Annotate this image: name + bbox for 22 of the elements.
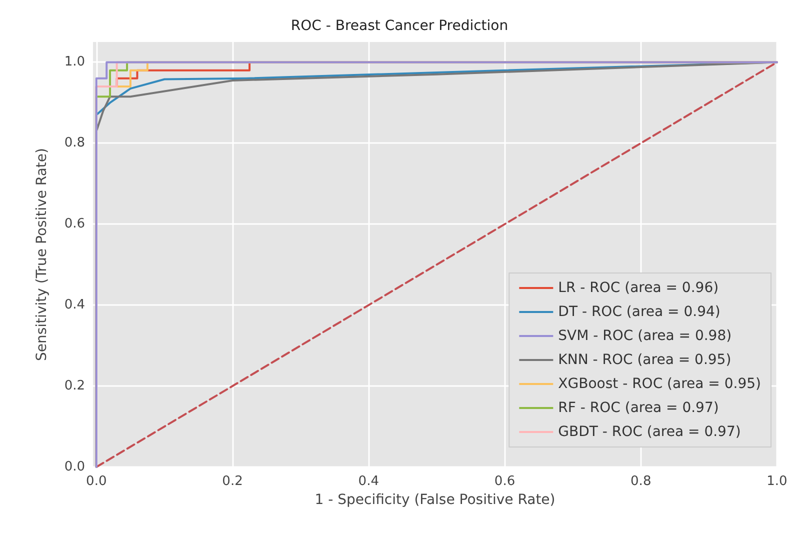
- y-tick-label: 0.6: [64, 216, 85, 232]
- legend-label: XGBoost - ROC (area = 0.95): [558, 376, 762, 392]
- legend-label: DT - ROC (area = 0.94): [558, 304, 720, 320]
- x-tick-label: 0.2: [222, 474, 243, 489]
- x-tick-label: 0.8: [630, 474, 652, 489]
- x-tick-label: 1.0: [766, 474, 788, 489]
- legend-label: KNN - ROC (area = 0.95): [558, 352, 732, 368]
- x-tick-label: 0.6: [494, 474, 516, 489]
- chart-title: ROC - Breast Cancer Prediction: [290, 18, 508, 34]
- legend-label: LR - ROC (area = 0.96): [558, 280, 719, 296]
- legend-label: GBDT - ROC (area = 0.97): [558, 424, 741, 440]
- x-tick-label: 0.0: [86, 474, 107, 489]
- y-tick-label: 0.0: [64, 460, 85, 474]
- y-tick-label: 1.0: [64, 54, 85, 70]
- x-tick-label: 0.4: [358, 474, 379, 489]
- y-tick-label: 0.2: [64, 378, 85, 394]
- y-axis-title: Sensitivity (True Positive Rate): [34, 148, 50, 361]
- legend-label: SVM - ROC (area = 0.98): [558, 328, 732, 344]
- legend-label: RF - ROC (area = 0.97): [558, 400, 719, 416]
- y-tick-label: 0.4: [64, 298, 85, 313]
- x-axis-title: 1 - Specificity (False Positive Rate): [314, 492, 556, 508]
- y-tick-label: 0.8: [64, 136, 85, 151]
